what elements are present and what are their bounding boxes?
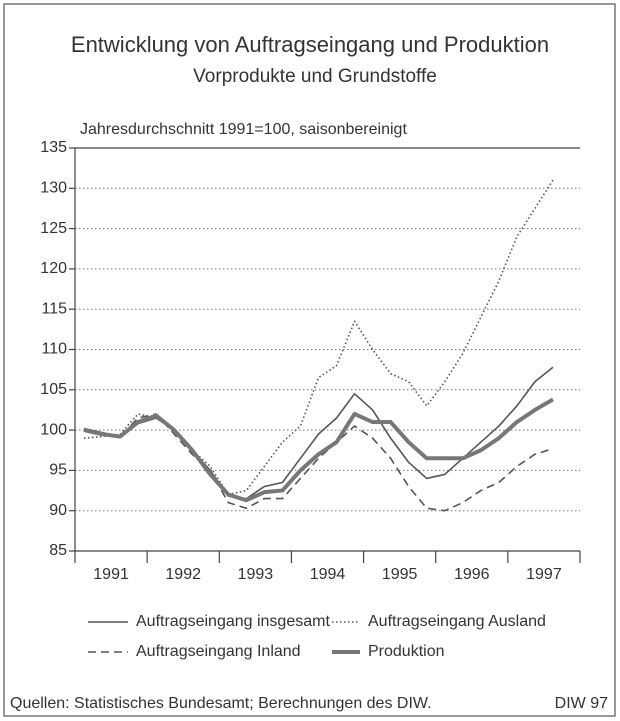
y-tick-label: 120	[40, 260, 67, 277]
source: Quellen: Statistisches Bundesamt; Berech…	[10, 695, 432, 712]
y-axis-label: Jahresdurchschnitt 1991=100, saisonberei…	[80, 121, 407, 138]
frame	[3, 3, 616, 717]
x-tick-label: 1994	[310, 566, 346, 583]
y-tick-label: 100	[40, 421, 67, 438]
x-tick-label: 1992	[165, 566, 201, 583]
legend-label: Auftragseingang insgesamt	[136, 613, 330, 630]
y-tick-label: 85	[49, 542, 67, 559]
data-line	[83, 397, 554, 503]
chart-subtitle: Vorprodukte und Grundstoffe	[193, 66, 437, 87]
legend-label: Produktion	[368, 643, 445, 660]
data-line	[83, 413, 554, 512]
y-tick-label: 90	[49, 502, 67, 519]
x-tick-label: 1996	[454, 566, 490, 583]
x-tick-label: 1993	[238, 566, 274, 583]
y-tick-label: 105	[40, 381, 67, 398]
x-tick-label: 1995	[382, 566, 418, 583]
y-tick-label: 125	[40, 220, 67, 237]
y-tick-label: 115	[41, 300, 67, 317]
y-tick-label: 95	[49, 462, 67, 479]
data-line	[83, 366, 554, 500]
x-tick-label: 1991	[93, 566, 129, 583]
x-tick-label: 1997	[526, 566, 562, 583]
y-tick-label: 130	[40, 180, 67, 197]
chart-title: Entwicklung von Auftragseingang und Prod…	[71, 32, 549, 57]
y-tick-label: 135	[40, 139, 67, 156]
y-tick-label: 110	[41, 341, 67, 358]
credit: DIW 97	[555, 695, 608, 712]
legend-label: Auftragseingang Ausland	[368, 613, 546, 630]
legend-label: Auftragseingang Inland	[136, 643, 301, 660]
